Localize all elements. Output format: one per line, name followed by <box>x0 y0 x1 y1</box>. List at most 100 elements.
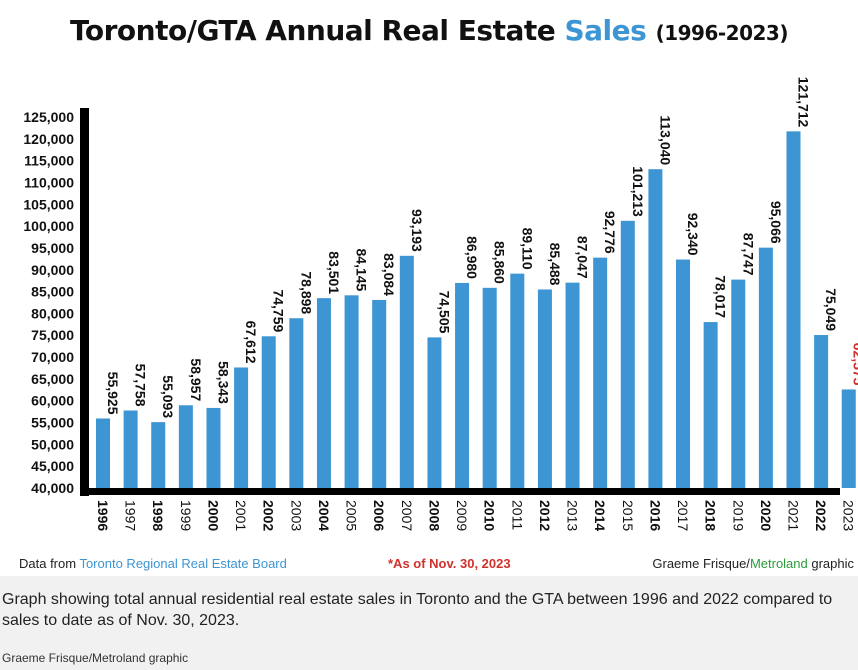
bar <box>261 336 276 488</box>
x-tick-label: 2012 <box>537 500 553 531</box>
credit-metroland: Metroland <box>749 556 808 571</box>
x-tick-label: 2000 <box>205 500 221 531</box>
bar <box>841 389 856 488</box>
value-label: 78,898 <box>298 271 314 314</box>
value-label: 84,145 <box>354 248 370 291</box>
value-label: 95,066 <box>768 201 784 244</box>
value-label: 93,193 <box>409 209 425 252</box>
x-tick-label: 1996 <box>95 500 111 531</box>
value-label: 92,776 <box>602 211 618 254</box>
bar <box>234 367 249 488</box>
y-tick-label: 100,000 <box>23 218 74 234</box>
x-axis-line <box>80 488 840 495</box>
bar <box>758 247 773 488</box>
y-tick-label: 70,000 <box>31 349 74 365</box>
y-tick-label: 115,000 <box>24 153 74 169</box>
value-label: 86,980 <box>464 236 480 279</box>
source-prefix: Data from <box>19 556 80 571</box>
title-highlight: Sales <box>564 14 647 47</box>
bar <box>96 418 110 488</box>
y-axis-line <box>80 108 89 496</box>
x-tick-label: 2021 <box>786 500 802 531</box>
x-tick-label: 1998 <box>150 500 166 531</box>
photo-credit: Graeme Frisque/Metroland graphic <box>2 651 189 665</box>
value-label: 83,501 <box>326 251 342 294</box>
x-tick-label: 2013 <box>565 500 581 531</box>
bar <box>151 422 166 488</box>
bar <box>565 282 580 488</box>
value-label: 55,925 <box>105 372 121 415</box>
value-label: 113,040 <box>657 115 673 165</box>
bar-chart: 40,000 45,000 50,000 55,000 60,000 65,000 70,0… <box>23 77 858 532</box>
y-tick-label: 110,000 <box>24 174 74 190</box>
y-tick-label: 45,000 <box>31 458 74 474</box>
x-tick-label: 1999 <box>178 500 194 531</box>
value-label: 58,343 <box>215 361 231 404</box>
bar <box>123 410 138 488</box>
y-tick-label: 120,000 <box>23 131 74 147</box>
credit-author: Graeme Frisque/ <box>652 556 750 571</box>
value-label: 67,612 <box>243 321 259 364</box>
value-label: 92,340 <box>685 213 701 256</box>
value-label: 78,017 <box>713 275 729 318</box>
bar <box>786 131 801 489</box>
y-tick-label: 80,000 <box>31 305 74 321</box>
y-tick-label: 60,000 <box>31 393 74 409</box>
value-label: 85,488 <box>547 243 563 286</box>
graphic-credit: Graeme Frisque/Metroland graphic <box>652 556 854 571</box>
bar <box>648 169 663 488</box>
y-tick-label: 85,000 <box>31 284 74 300</box>
value-label: 85,860 <box>492 241 508 284</box>
source-name: Toronto Regional Real Estate Board <box>79 556 287 571</box>
chart-figure: Toronto/GTA Annual Real Estate Sales (19… <box>0 14 858 571</box>
x-tick-label: 2023 <box>841 500 857 531</box>
x-tick-label: 2015 <box>620 500 636 531</box>
value-label: 101,213 <box>630 166 646 217</box>
x-tick-label: 2011 <box>509 500 525 530</box>
x-tick-label: 2009 <box>454 500 470 531</box>
x-tick-label: 2019 <box>730 500 746 531</box>
x-tick-label: 2001 <box>233 500 249 531</box>
value-label: 74,759 <box>271 289 287 332</box>
bar <box>455 282 470 488</box>
y-tick-label: 40,000 <box>31 480 74 496</box>
bar <box>399 255 414 488</box>
figure-caption: Graph showing total annual residential r… <box>2 591 833 629</box>
x-tick-label: 2010 <box>482 500 498 531</box>
bar <box>620 220 635 489</box>
x-tick-label: 2016 <box>647 500 663 531</box>
value-label: 74,505 <box>436 291 452 334</box>
y-tick-label: 95,000 <box>31 240 74 256</box>
value-label: 121,712 <box>796 77 812 128</box>
bar <box>344 295 359 488</box>
bar <box>372 299 387 488</box>
x-tick-label: 2003 <box>288 500 304 531</box>
x-tick-label: 2006 <box>371 500 387 531</box>
y-tick-label: 75,000 <box>31 327 74 343</box>
bar <box>731 279 746 488</box>
bar <box>482 287 497 488</box>
x-tick-label: 2002 <box>261 500 277 531</box>
title-main: Toronto/GTA Annual Real Estate <box>70 14 565 47</box>
value-label: 83,084 <box>381 253 397 296</box>
x-tick-label: 2007 <box>399 500 415 531</box>
y-tick-label: 65,000 <box>31 371 74 387</box>
title-years: (1996-2023) <box>655 21 789 45</box>
y-tick-label: 50,000 <box>31 436 74 452</box>
y-tick-label: 55,000 <box>31 415 74 431</box>
chart-title: Toronto/GTA Annual Real Estate Sales (19… <box>0 14 858 47</box>
bar <box>703 322 718 488</box>
bar <box>814 335 829 488</box>
x-tick-label: 2004 <box>316 500 332 531</box>
x-tick-label: 2018 <box>703 500 719 531</box>
caption-area: Graph showing total annual residential r… <box>0 576 858 670</box>
bar <box>316 298 331 488</box>
credit-suffix: graphic <box>807 556 854 571</box>
value-label: 89,110 <box>519 228 535 270</box>
y-tick-label: 125,000 <box>23 109 74 125</box>
bar <box>537 289 552 488</box>
bar <box>206 407 221 488</box>
value-label: 55,093 <box>160 375 176 418</box>
y-tick-label: 90,000 <box>31 262 74 278</box>
x-tick-label: 2008 <box>426 500 442 531</box>
